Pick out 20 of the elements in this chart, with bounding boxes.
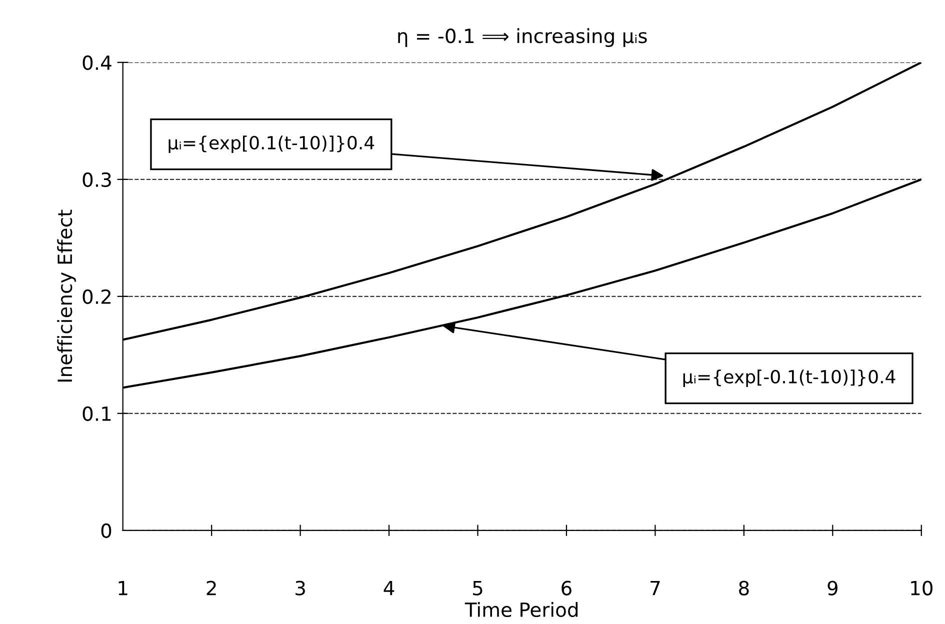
y-tick-label: 0.4 [82,55,112,70]
x-tick-label: 7 [650,581,660,596]
annotation: μᵢ={exp[0.1(t-10)]}0.4 [168,136,374,154]
x-tick-label: 6 [562,580,572,596]
x-tick-label: 8 [739,580,749,596]
x-tick-label: 9 [828,580,838,596]
annotation: μᵢ={exp[-0.1(t-10)]}0.4 [683,370,896,388]
y-tick-label: 0.2 [82,289,110,304]
x-tick-label: 3 [296,580,305,596]
chart-title: η = -0.1 ⟹ increasing μᵢs [398,28,647,47]
x-tick-label: 2 [206,580,216,596]
x-tick-label: 10 [911,580,932,596]
x-tick-label: 5 [473,581,482,596]
y-tick-label: 0.1 [82,406,111,422]
x-tick-label: 4 [384,581,394,596]
y-tick-label: 0.3 [82,172,111,188]
y-axis-title: Inefficiency Effect [57,210,76,382]
x-axis-title: Time Period [464,602,578,618]
y-tick-label: 0 [101,523,112,538]
x-tick-label: 1 [118,581,128,596]
